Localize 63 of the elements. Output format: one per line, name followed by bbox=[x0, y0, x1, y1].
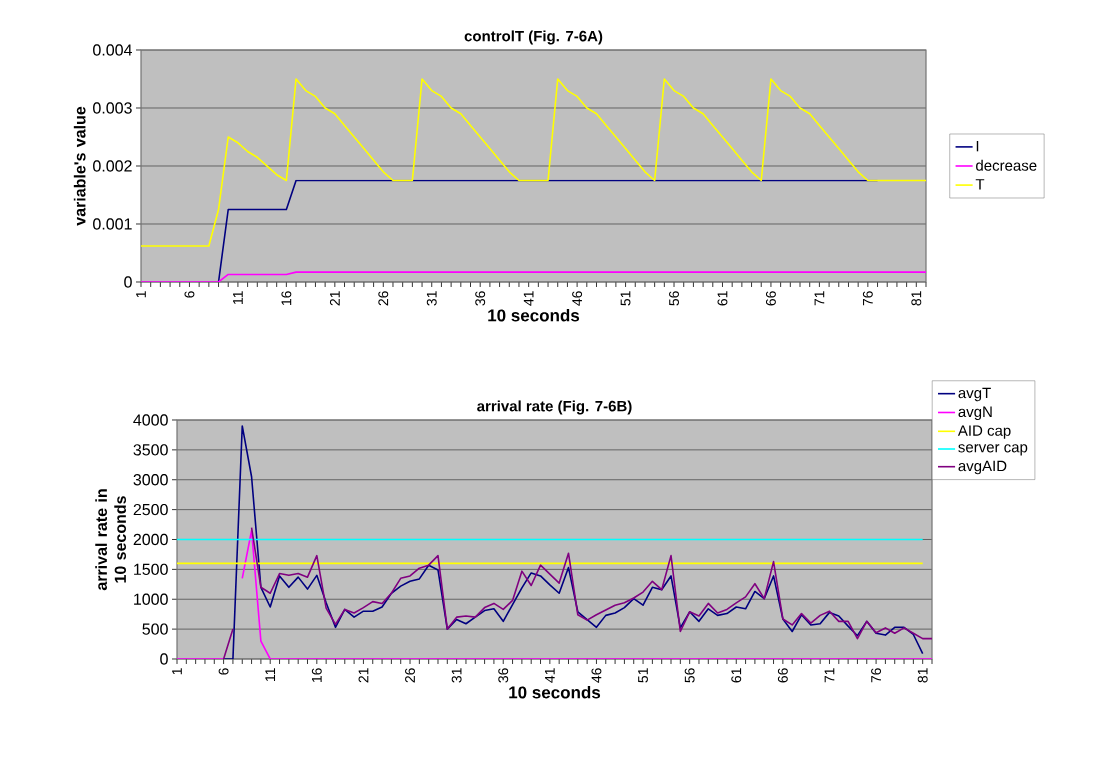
x-tick-label: 26 bbox=[378, 291, 389, 306]
x-tick-label: 76 bbox=[862, 291, 873, 306]
y-tick-label: 0.001 bbox=[93, 218, 132, 230]
y-tick-label: 3500 bbox=[133, 444, 168, 456]
legend-label: T bbox=[975, 179, 985, 190]
x-tick-label: 46 bbox=[591, 668, 602, 683]
y-tick-label: 3000 bbox=[133, 474, 168, 486]
x-tick-label: 41 bbox=[545, 668, 555, 683]
y-tick-label: 0 bbox=[160, 653, 168, 665]
y-tick-label: 0.002 bbox=[93, 160, 132, 172]
x-axis-title: 10 seconds bbox=[488, 308, 580, 322]
chart-title: arrival rate (Fig. 7-6B) bbox=[477, 400, 632, 415]
y-tick-label: 2000 bbox=[133, 533, 168, 546]
x-tick-label: 61 bbox=[731, 668, 742, 683]
y-tick-label: 0 bbox=[124, 276, 132, 288]
legend-label: avgN bbox=[958, 406, 992, 420]
x-tick-label: 46 bbox=[572, 291, 583, 306]
x-axis-title: 10 seconds bbox=[509, 685, 601, 699]
x-tick-label: 11 bbox=[265, 668, 276, 681]
x-tick-label: 71 bbox=[814, 291, 825, 306]
y-tick-label: 4000 bbox=[133, 414, 168, 426]
x-tick-label: 76 bbox=[871, 668, 882, 683]
y-tick-label: 0.004 bbox=[93, 44, 132, 56]
x-tick-label: 11 bbox=[233, 291, 243, 304]
y-tick-label: 0.003 bbox=[93, 102, 132, 114]
x-tick-label: 21 bbox=[358, 668, 369, 683]
y-tick-label: 500 bbox=[142, 623, 168, 635]
x-tick-label: 1 bbox=[136, 291, 146, 298]
x-tick-label: 56 bbox=[684, 668, 695, 683]
x-tick-label: 6 bbox=[184, 291, 195, 298]
x-tick-label: 66 bbox=[765, 291, 776, 306]
x-tick-label: 56 bbox=[669, 291, 679, 306]
x-tick-label: 16 bbox=[311, 668, 322, 683]
x-tick-label: 36 bbox=[498, 668, 509, 683]
line-series bbox=[222, 425, 924, 659]
y-tick-label: 1500 bbox=[134, 563, 168, 576]
y-axis-title: arrival rate in 10 seconds bbox=[95, 489, 127, 591]
x-tick-label: 26 bbox=[405, 668, 415, 683]
y-tick-label: 2500 bbox=[133, 503, 168, 516]
legend-label: I bbox=[976, 140, 979, 152]
legend-label: server cap bbox=[958, 444, 1028, 456]
x-tick-label: 41 bbox=[523, 291, 534, 306]
y-tick-label: 1000 bbox=[134, 593, 168, 605]
chart-title: controlT (Fig. 7-6A) bbox=[464, 30, 603, 45]
legend-label: avgAID bbox=[958, 460, 1007, 475]
legend-label: AID cap bbox=[957, 425, 1011, 439]
x-tick-label: 31 bbox=[426, 291, 437, 306]
x-tick-label: 66 bbox=[777, 668, 788, 683]
legend-label: decrease bbox=[976, 159, 1037, 171]
x-tick-label: 31 bbox=[451, 668, 462, 683]
x-tick-label: 81 bbox=[917, 668, 928, 683]
x-tick-label: 1 bbox=[172, 668, 182, 675]
x-tick-label: 71 bbox=[824, 668, 835, 683]
x-tick-label: 36 bbox=[475, 291, 486, 306]
x-tick-label: 51 bbox=[638, 668, 648, 683]
legend-label: avgT bbox=[958, 387, 991, 402]
y-axis-title: variable's value bbox=[73, 106, 86, 226]
x-tick-label: 16 bbox=[281, 291, 292, 306]
x-tick-label: 6 bbox=[218, 668, 229, 675]
x-tick-label: 51 bbox=[620, 291, 631, 306]
x-tick-label: 21 bbox=[329, 291, 340, 306]
x-tick-label: 61 bbox=[717, 291, 728, 306]
x-tick-label: 81 bbox=[911, 291, 922, 306]
